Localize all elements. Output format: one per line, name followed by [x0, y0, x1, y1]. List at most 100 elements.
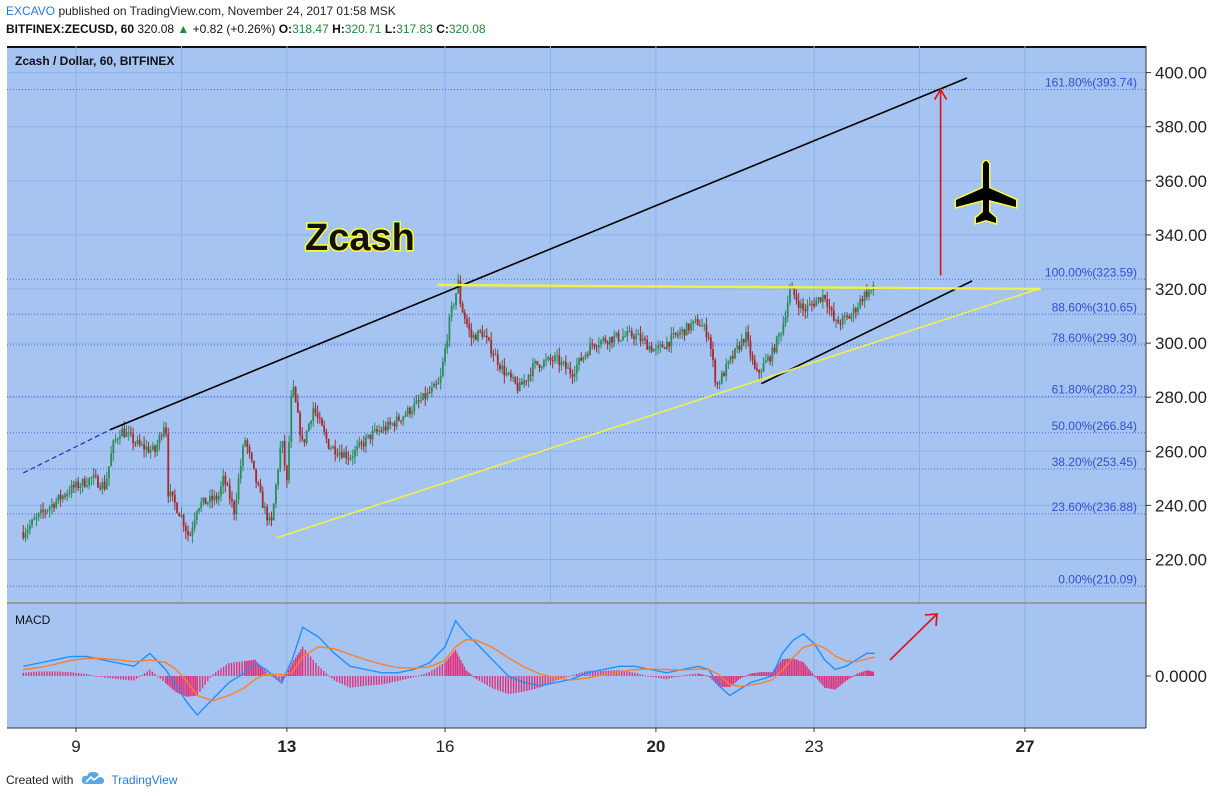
candle-down: [461, 303, 464, 313]
histogram-bar: [104, 676, 106, 678]
candle-up: [439, 375, 442, 383]
candle-down: [795, 295, 798, 301]
histogram-bar: [671, 676, 673, 678]
histogram-bar: [815, 676, 817, 678]
histogram-bar: [743, 676, 745, 677]
candle-up: [426, 392, 429, 399]
histogram-bar: [748, 674, 750, 676]
candle-up: [292, 387, 295, 397]
candle-down: [173, 495, 176, 503]
candle-down: [384, 426, 387, 431]
histogram-bar: [597, 670, 599, 676]
histogram-bar: [441, 663, 444, 676]
candle-up: [268, 517, 271, 521]
histogram-bar: [809, 671, 812, 676]
histogram-bar: [209, 676, 212, 678]
candle-up: [602, 338, 605, 341]
candle-down: [639, 333, 642, 342]
histogram-bar: [354, 676, 357, 688]
candle-up: [281, 441, 284, 448]
author-name[interactable]: EXCAVO: [6, 4, 56, 18]
candle-up: [395, 416, 398, 427]
histogram-bar: [628, 671, 631, 676]
candle-down: [802, 303, 804, 310]
histogram-bar: [870, 671, 872, 676]
candle-down: [261, 491, 264, 509]
candle-down: [830, 307, 833, 311]
candle-up: [694, 319, 697, 321]
candle-up: [35, 516, 38, 519]
histogram-bar: [51, 671, 53, 676]
histogram-bar: [412, 676, 415, 678]
histogram-bar: [423, 673, 425, 676]
candle-up: [729, 356, 732, 361]
histogram-bar: [162, 676, 164, 681]
candle-up: [452, 304, 455, 306]
histogram-bar: [244, 661, 246, 676]
histogram-bar: [439, 665, 441, 676]
histogram-bar: [767, 672, 770, 676]
histogram-bar: [304, 650, 307, 676]
open-label: O:: [278, 22, 293, 36]
candle-up: [472, 334, 475, 339]
candle-up: [624, 336, 627, 338]
candle-down: [707, 337, 710, 339]
candle-down: [53, 504, 55, 508]
histogram-bar: [261, 667, 263, 676]
histogram-bar: [433, 668, 436, 676]
histogram-bar: [497, 676, 499, 691]
candle-down: [143, 444, 145, 450]
candle-up: [415, 400, 418, 404]
candle-down: [303, 439, 306, 443]
histogram-bar: [778, 663, 780, 676]
tradingview-brand-link[interactable]: TradingView: [111, 772, 178, 787]
histogram-bar: [639, 674, 641, 676]
tradingview-cloud-icon[interactable]: [81, 771, 105, 788]
candle-up: [332, 446, 334, 449]
candle-down: [488, 337, 490, 340]
candle-up: [86, 485, 88, 487]
histogram-bar: [80, 673, 82, 676]
candle-up: [507, 372, 510, 374]
price-tick-label: 380.00: [1155, 118, 1207, 137]
histogram-bar: [128, 676, 130, 681]
candle-down: [551, 360, 554, 362]
candle-down: [676, 334, 679, 336]
candle-down: [549, 357, 552, 361]
candle-up: [718, 383, 721, 385]
candle-up: [90, 477, 93, 479]
candle-up: [127, 432, 130, 434]
candle-up: [24, 533, 27, 538]
candle-up: [382, 426, 385, 432]
histogram-bar: [512, 676, 515, 694]
histogram-bar: [341, 676, 343, 685]
candle-down: [154, 445, 156, 452]
candle-down: [832, 310, 835, 321]
histogram-bar: [256, 661, 258, 676]
candle-up: [92, 475, 95, 478]
histogram-bar: [215, 672, 217, 676]
histogram-bar: [732, 676, 734, 685]
candle-down: [285, 465, 288, 481]
candle-up: [365, 437, 367, 447]
target-arrow-head: [933, 87, 948, 100]
candle-up: [534, 360, 537, 364]
histogram-bar: [238, 661, 241, 676]
histogram-bar: [859, 672, 861, 676]
histogram-bar: [93, 675, 96, 677]
histogram-bar: [362, 676, 365, 687]
candle-down: [595, 346, 598, 348]
histogram-bar: [578, 673, 581, 676]
histogram-bar: [665, 676, 668, 680]
candle-up: [815, 300, 818, 307]
histogram-bar: [507, 676, 510, 695]
histogram-bar: [447, 658, 450, 676]
histogram-bar: [289, 666, 292, 676]
histogram-bar: [35, 671, 38, 676]
candle-down: [591, 343, 594, 345]
candle-up: [518, 382, 521, 391]
chart-title: Zcash / Dollar, 60, BITFINEX: [15, 54, 174, 68]
fib-level-label: 0.00%(210.09): [1058, 572, 1137, 586]
candle-up: [338, 452, 341, 456]
